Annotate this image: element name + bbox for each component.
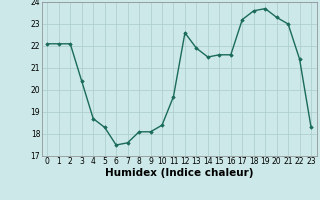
X-axis label: Humidex (Indice chaleur): Humidex (Indice chaleur) bbox=[105, 168, 253, 178]
